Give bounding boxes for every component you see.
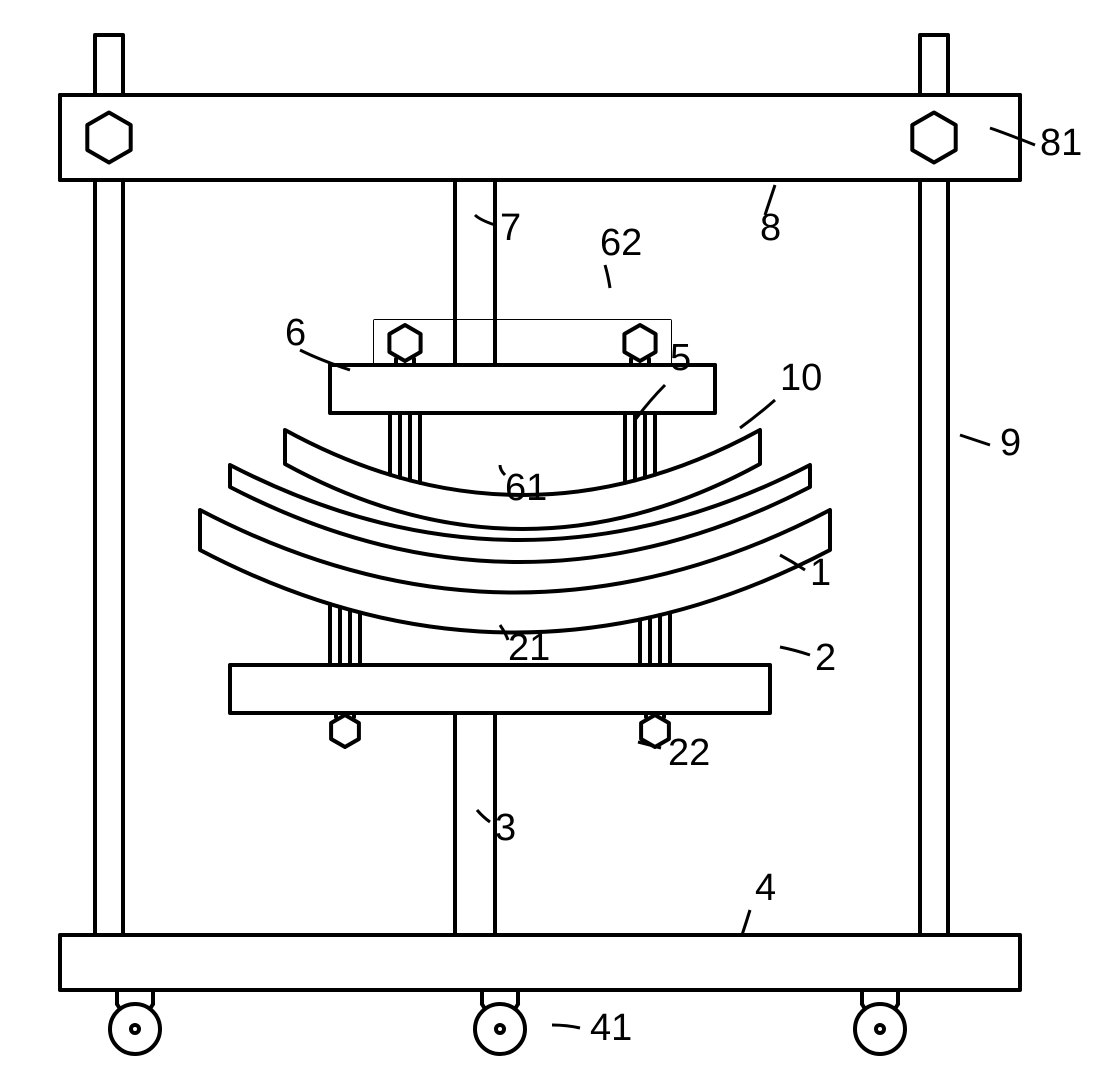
label-7: 7 xyxy=(500,207,521,249)
label-21: 21 xyxy=(508,627,550,669)
label-6: 6 xyxy=(285,312,306,354)
label-61: 61 xyxy=(505,467,547,509)
label-5: 5 xyxy=(670,337,691,379)
label-10: 10 xyxy=(780,357,822,399)
label-1: 1 xyxy=(810,552,831,594)
label-4: 4 xyxy=(755,867,776,909)
label-81: 81 xyxy=(1040,122,1082,164)
label-9: 9 xyxy=(1000,422,1021,464)
label-3: 3 xyxy=(495,807,516,849)
label-8: 8 xyxy=(760,207,781,249)
diagram-canvas: 81762865109611212223441 xyxy=(0,0,1098,1080)
label-2: 2 xyxy=(815,637,836,679)
label-41: 41 xyxy=(590,1007,632,1049)
label-22: 22 xyxy=(668,732,710,774)
label-62: 62 xyxy=(600,222,642,264)
